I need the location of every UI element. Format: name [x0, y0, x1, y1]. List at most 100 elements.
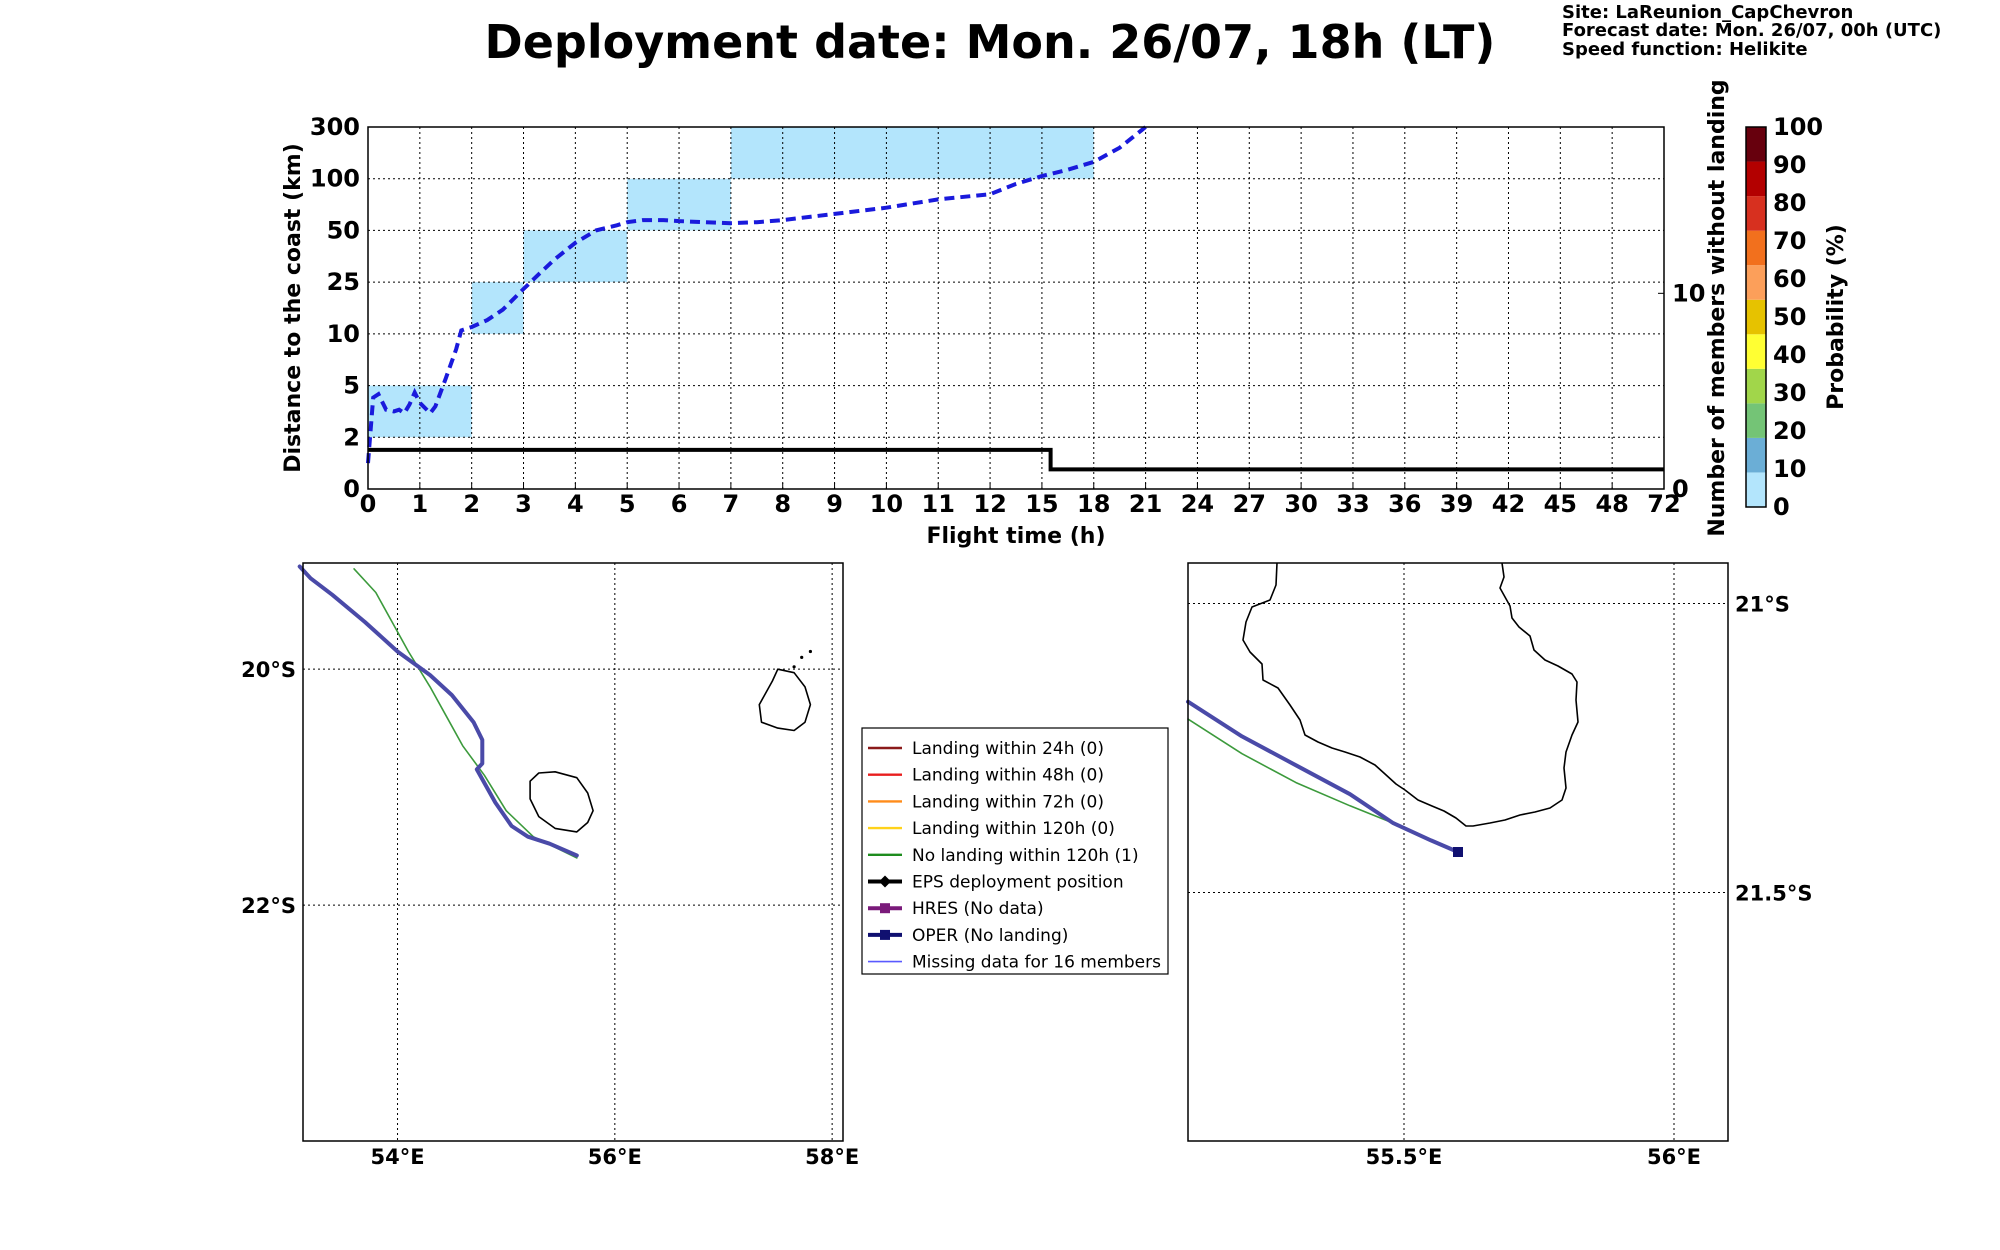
legend-label: Landing within 72h (0) — [912, 792, 1104, 812]
zoom-map-grid — [1188, 563, 1728, 1141]
colorbar-tick-label: 10 — [1773, 455, 1806, 483]
speed-function-label: Speed function: Helikite — [1562, 39, 1808, 60]
x-tick-label: 1 — [411, 490, 428, 518]
x-tick-label: 15 — [1025, 490, 1058, 518]
legend-item: Missing data for 16 members — [868, 953, 1161, 973]
x-tick-label: 21 — [1129, 490, 1162, 518]
x-tick-label: 36 — [1388, 490, 1421, 518]
legend-item: No landing within 120h (1) — [868, 846, 1139, 866]
colorbar-cell — [1746, 472, 1766, 507]
colorbar-tick-label: 70 — [1773, 227, 1806, 255]
colorbar-cell — [1746, 299, 1766, 335]
legend: Landing within 24h (0) Landing within 48h… — [861, 727, 1169, 975]
colorbar-tick-label: 50 — [1773, 303, 1806, 331]
x-tick-label: 5 — [619, 490, 636, 518]
zoom-map-tick-labels: 55.5°E 56°E 21°S 21.5°S — [1366, 592, 1813, 1169]
colorbar-cell — [1746, 196, 1766, 231]
legend-label: No landing within 120h (1) — [912, 846, 1139, 866]
colorbar-cell — [1746, 265, 1766, 300]
legend-marker — [879, 875, 891, 888]
x-tick-labels: 0 1 2 3 4 5 6 7 8 9 10 11 12 15 18 21 24 27 30 33 36 39 42 45 48… — [360, 483, 1681, 518]
x-tick-label: 11 — [922, 490, 955, 518]
distance-chart-frame — [367, 126, 1665, 490]
oper-track — [297, 564, 579, 858]
latitude-label: 22°S — [241, 894, 296, 918]
y2-tick-label: 0 — [1672, 475, 1689, 503]
legend-item: Landing within 120h (0) — [868, 819, 1115, 839]
x-tick-label: 10 — [870, 490, 903, 518]
y-tick-label: 10 — [327, 320, 360, 348]
colorbar-cell — [1746, 230, 1766, 266]
y-tick-label: 50 — [327, 216, 360, 244]
x-tick-label: 72 — [1647, 490, 1680, 518]
distance-chart-grid — [368, 127, 1664, 489]
colorbar-tick-label: 90 — [1773, 151, 1806, 179]
colorbar-label: Probability (%) — [1824, 224, 1849, 410]
longitude-label: 54°E — [370, 1145, 424, 1169]
colorbar-cell — [1746, 334, 1766, 369]
latitude-label: 21.5°S — [1735, 881, 1812, 905]
colorbar-cell — [1746, 437, 1766, 473]
latitude-label: 20°S — [241, 658, 296, 682]
y2-tick-label: 10 — [1672, 279, 1705, 307]
probability-colorbar: 0 10 20 30 40 50 60 70 80 90 100 Probability (%) — [1745, 113, 1849, 521]
x-tick-label: 18 — [1077, 490, 1110, 518]
legend-item: EPS deployment position — [868, 873, 1124, 893]
colorbar-tick-labels: 0 10 20 30 40 50 60 70 80 90 100 — [1773, 113, 1823, 521]
x-tick-label: 48 — [1595, 490, 1628, 518]
colorbar-cell — [1746, 403, 1766, 438]
y-tick-label: 5 — [343, 372, 360, 400]
x-tick-label: 8 — [774, 490, 791, 518]
x-tick-label: 2 — [463, 490, 480, 518]
legend-label: EPS deployment position — [912, 873, 1124, 893]
colorbar-tick-label: 60 — [1773, 265, 1806, 293]
x-tick-label: 7 — [723, 490, 740, 518]
legend-label: HRES (No data) — [912, 899, 1044, 919]
longitude-label: 55.5°E — [1366, 1145, 1443, 1169]
distance-chart-lines — [366, 125, 1664, 472]
regional-map-islands — [529, 649, 813, 833]
ensemble-track — [353, 568, 578, 859]
zoom-map-frame — [1187, 562, 1729, 1142]
page-title: Deployment date: Mon. 26/07, 18h (LT) — [485, 15, 1496, 69]
legend-label: Landing within 120h (0) — [912, 819, 1115, 839]
colorbar-tick-label: 100 — [1773, 113, 1823, 141]
regional-map-tracks — [297, 564, 579, 859]
legend-marker — [880, 903, 890, 914]
x-tick-label: 30 — [1284, 490, 1317, 518]
y-tick-label: 2 — [343, 423, 360, 451]
legend-item: Landing within 48h (0) — [868, 766, 1104, 786]
x-tick-label: 27 — [1233, 490, 1266, 518]
colorbar-tick-label: 30 — [1773, 379, 1806, 407]
legend-label: Landing within 48h (0) — [912, 766, 1104, 786]
legend-label: Landing within 24h (0) — [912, 739, 1104, 759]
oper-track — [1186, 699, 1460, 854]
reunion-coastline — [1242, 562, 1579, 827]
legend-box — [861, 727, 1169, 975]
colorbar-frame — [1745, 126, 1767, 508]
zoom-map-tracks — [1186, 699, 1463, 857]
colorbar-cell — [1746, 368, 1766, 404]
colorbar-cells — [1746, 127, 1766, 507]
x-tick-label: 9 — [826, 490, 843, 518]
x-tick-label: 12 — [973, 490, 1006, 518]
x-tick-label: 6 — [671, 490, 688, 518]
x-tick-label: 39 — [1440, 490, 1473, 518]
zoom-map: 55.5°E 56°E 21°S 21.5°S — [1186, 562, 1813, 1169]
oper-distance-line — [366, 125, 1147, 464]
colorbar-cell — [1746, 161, 1766, 197]
y-tick-label: 100 — [310, 165, 360, 193]
colorbar-tick-label: 20 — [1773, 417, 1806, 445]
x-tick-label: 24 — [1181, 490, 1214, 518]
mauritius-island — [758, 668, 812, 732]
colorbar-tick-label: 40 — [1773, 341, 1806, 369]
y-tick-label: 0 — [343, 475, 360, 503]
x-tick-label: 3 — [515, 490, 532, 518]
probability-box-4 — [730, 127, 1094, 179]
legend-label: Missing data for 16 members — [912, 953, 1161, 973]
legend-item: HRES (No data) — [868, 899, 1044, 919]
regional-map-frame — [302, 562, 844, 1142]
site-label: Site: LaReunion_CapChevron — [1562, 2, 1853, 23]
y2-tick-labels: 0 10 — [1658, 279, 1705, 503]
